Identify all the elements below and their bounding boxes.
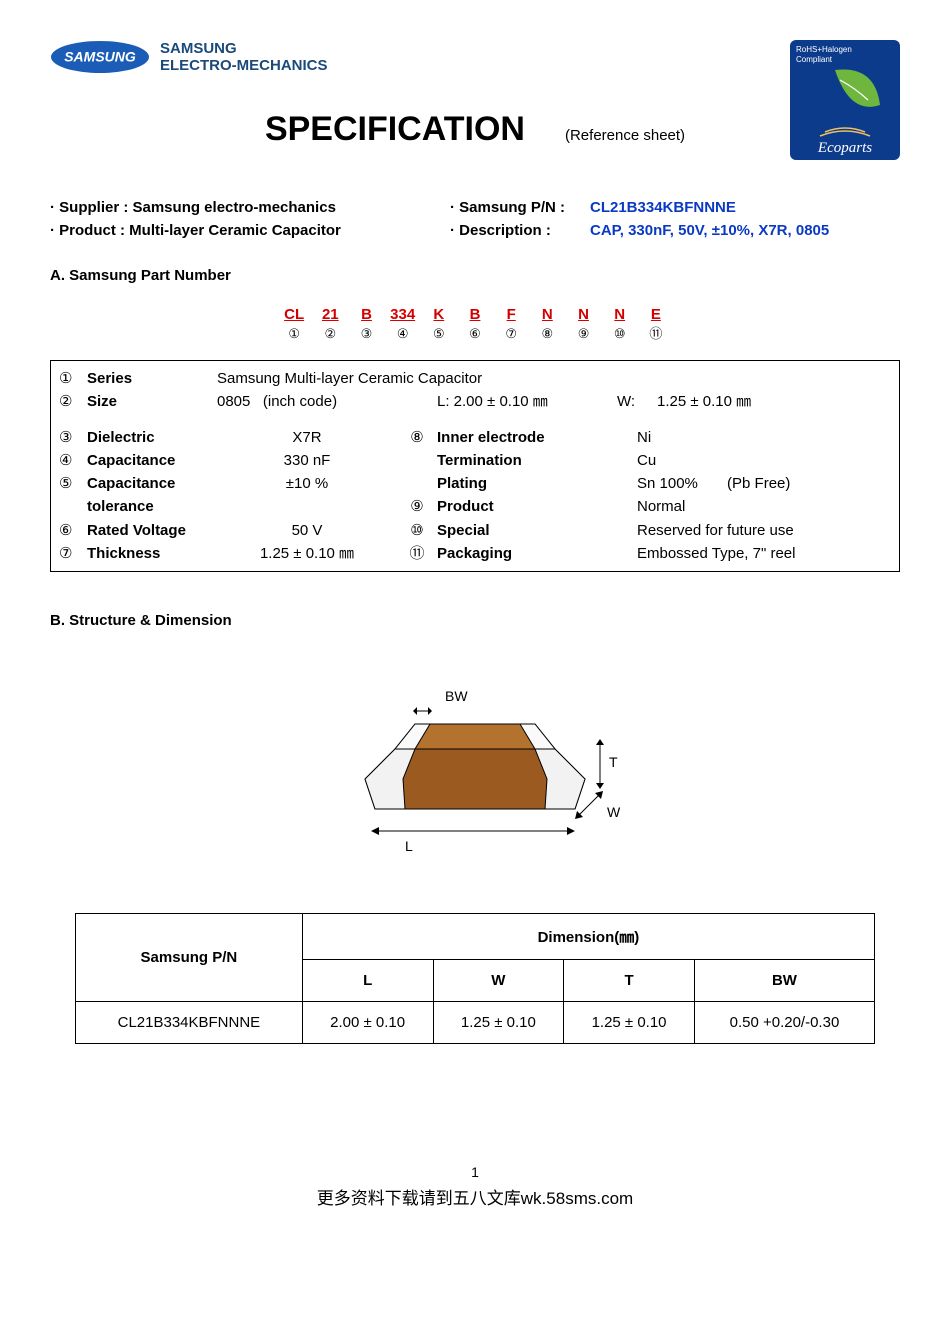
section-b-title: B. Structure & Dimension [50,612,900,629]
desc-label: · Description : [450,222,590,239]
samsung-logo-icon: SAMSUNG [50,40,150,74]
table-row: ①SeriesSamsung Multi-layer Ceramic Capac… [59,367,891,390]
page-subtitle: (Reference sheet) [565,127,685,144]
supplier-label: · Supplier : Samsung electro-mechanics [50,199,450,216]
table-row: ⑤Capacitance±10 %PlatingSn 100% (Pb Free… [59,472,891,495]
pn-label: · Samsung P/N : [450,199,590,216]
desc-value: CAP, 330nF, 50V, ±10%, X7R, 0805 [590,222,829,239]
brand-text: SAMSUNG ELECTRO-MECHANICS [160,40,328,75]
svg-text:L: L [405,838,413,854]
pn-value: CL21B334KBFNNNE [590,199,829,216]
logo-block: SAMSUNG SAMSUNG ELECTRO-MECHANICS [50,40,328,75]
table-row [59,414,891,426]
table-row: tolerance⑨ProductNormal [59,495,891,518]
col-pn: Samsung P/N [76,914,303,1002]
table-row: ⑦Thickness1.25 ± 0.10 ㎜⑪PackagingEmbosse… [59,542,891,565]
pn-num-row: ① ② ③ ④ ⑤ ⑥ ⑦ ⑧ ⑨ ⑩ ⑪ [50,323,900,342]
page-number: 1 [50,1164,900,1180]
brand-line2: ELECTRO-MECHANICS [160,57,328,74]
brand-line1: SAMSUNG [160,40,328,57]
table-row: ④Capacitance330 nFTerminationCu [59,449,891,472]
svg-text:T: T [609,754,618,770]
svg-text:Ecoparts: Ecoparts [817,140,872,156]
pn-code-row: CL 21 B 334 K B F N N N E [50,306,900,323]
svg-text:BW: BW [445,688,468,704]
title-row: SPECIFICATION (Reference sheet) [50,110,900,149]
svg-text:SAMSUNG: SAMSUNG [64,49,136,65]
footer-text: 更多资料下载请到五八文库wk.58sms.com [50,1184,900,1209]
table-row: ③DielectricX7R⑧Inner electrodeNi [59,426,891,449]
table-row: Samsung P/N Dimension(㎜) [76,914,875,960]
col-dim-header: Dimension(㎜) [302,914,874,960]
capacitor-diagram-icon: BW T W L [325,669,625,869]
table-row: ②Size0805 (inch code)L: 2.00 ± 0.10 ㎜W:1… [59,390,891,413]
ecoparts-badge-icon: RoHS+Halogen Compliant Ecoparts [790,40,900,160]
svg-text:W: W [607,804,621,820]
page-title: SPECIFICATION [265,110,525,149]
svg-text:Compliant: Compliant [796,55,833,64]
product-label: · Product : Multi-layer Ceramic Capacito… [50,222,450,239]
info-block: · Supplier : Samsung electro-mechanics ·… [50,199,900,239]
section-a-title: A. Samsung Part Number [50,267,900,284]
svg-text:RoHS+Halogen: RoHS+Halogen [796,45,852,54]
structure-diagram: BW T W L [50,669,900,873]
part-number-codes: CL 21 B 334 K B F N N N E ① ② ③ ④ ⑤ ⑥ ⑦ … [50,306,900,342]
details-table: ①SeriesSamsung Multi-layer Ceramic Capac… [50,360,900,572]
dimension-table: Samsung P/N Dimension(㎜) L W T BW CL21B3… [75,913,875,1044]
table-row: ⑥Rated Voltage50 V⑩SpecialReserved for f… [59,519,891,542]
table-row: CL21B334KBFNNNE 2.00 ± 0.10 1.25 ± 0.10 … [76,1002,875,1044]
